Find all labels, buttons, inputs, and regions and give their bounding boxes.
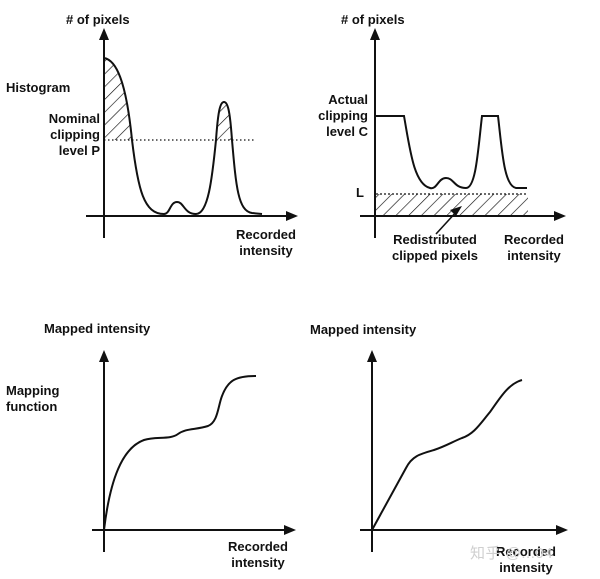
br-x-axis-label: Recorded intensity bbox=[496, 544, 556, 575]
panel-bottom-right bbox=[360, 350, 568, 552]
tr-x-axis-label: Recorded intensity bbox=[504, 232, 564, 263]
tr-redistributed-label: Redistributed clipped pixels bbox=[392, 232, 478, 263]
panel-top-left bbox=[86, 28, 298, 238]
watermark: 知乎 @...04 bbox=[470, 545, 554, 562]
tl-x-arrow bbox=[286, 211, 298, 221]
tr-x-arrow bbox=[554, 211, 566, 221]
tr-level-L-label: L bbox=[356, 185, 364, 200]
tr-clipped-histogram bbox=[375, 115, 527, 190]
tl-hatch-left bbox=[104, 58, 132, 140]
br-y-arrow bbox=[367, 350, 377, 362]
tl-histogram-curve bbox=[103, 57, 263, 216]
tl-y-axis-label: # of pixels bbox=[66, 12, 130, 27]
br-y-axis-label: Mapped intensity bbox=[310, 322, 417, 337]
br-mapping-curve bbox=[371, 379, 523, 531]
panel-bottom-left bbox=[92, 350, 296, 552]
panel-top-right bbox=[360, 28, 566, 238]
tl-y-arrow bbox=[99, 28, 109, 40]
bl-y-arrow bbox=[99, 350, 109, 362]
tl-histogram-label: Histogram bbox=[6, 80, 71, 95]
tr-pointer-head bbox=[450, 206, 462, 216]
bl-x-axis-label: Recorded intensity bbox=[228, 539, 288, 570]
tl-clip-label: Nominal clipping level P bbox=[48, 111, 100, 158]
bl-y-axis-label: Mapped intensity bbox=[44, 321, 151, 336]
tr-clip-label: Actual clipping level C bbox=[318, 92, 368, 139]
br-x-arrow bbox=[556, 525, 568, 535]
tl-x-axis-label: Recorded intensity bbox=[236, 227, 296, 258]
tr-redistributed-band bbox=[376, 194, 528, 216]
bl-x-arrow bbox=[284, 525, 296, 535]
bl-curve-label: Mapping function bbox=[6, 383, 60, 414]
bl-mapping-curve bbox=[103, 375, 257, 531]
tr-y-arrow bbox=[370, 28, 380, 40]
tr-y-axis-label: # of pixels bbox=[341, 12, 405, 27]
